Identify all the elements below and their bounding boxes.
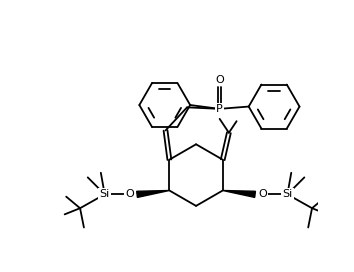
- Polygon shape: [137, 190, 169, 197]
- Text: O: O: [125, 189, 134, 199]
- Text: P: P: [216, 104, 223, 114]
- Polygon shape: [223, 190, 256, 197]
- Text: O: O: [215, 75, 224, 85]
- Text: Si: Si: [282, 189, 292, 199]
- Text: Si: Si: [99, 189, 110, 199]
- Text: O: O: [258, 189, 267, 199]
